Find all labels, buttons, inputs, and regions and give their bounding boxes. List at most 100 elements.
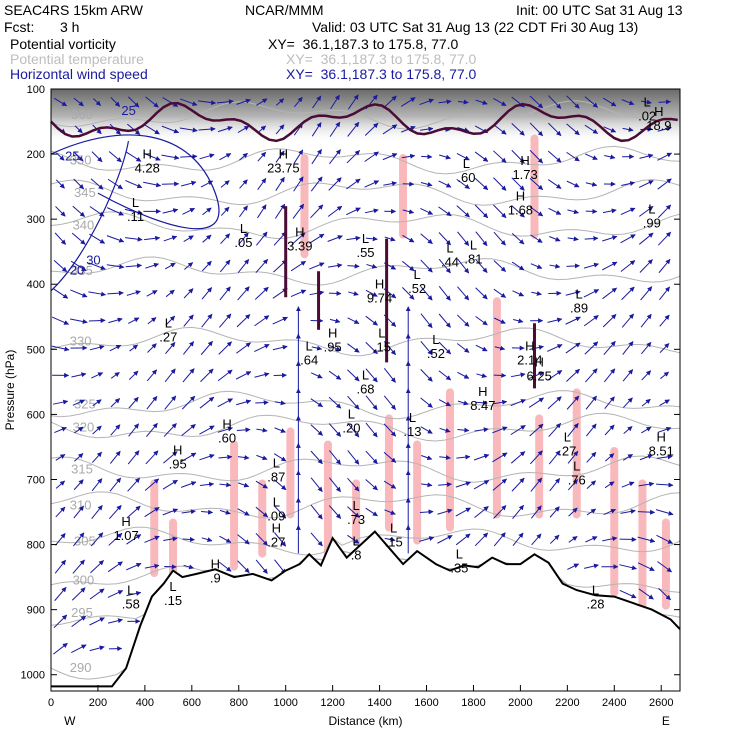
pv-shade-0 bbox=[150, 479, 159, 578]
pv-extremum-type-35: L bbox=[648, 202, 655, 217]
wind-vector-187 bbox=[217, 426, 233, 433]
wind-vector-504 bbox=[567, 209, 579, 215]
pv-extremum-value-9: .60 bbox=[218, 430, 236, 445]
pv-extremum-type-38: L bbox=[592, 582, 599, 597]
wind-vector-225 bbox=[255, 480, 268, 489]
wind-vector-354 bbox=[402, 287, 415, 300]
wind-vector-396 bbox=[437, 508, 453, 515]
wind-vector-435 bbox=[493, 177, 507, 191]
wind-vector-333 bbox=[383, 181, 397, 187]
pv-extremum-type-25: L bbox=[463, 156, 470, 171]
wind-vector-395 bbox=[438, 482, 452, 487]
pv-extremum-value-43: .15 bbox=[385, 535, 403, 550]
wind-vector-434 bbox=[493, 150, 507, 163]
theta-contour-305 bbox=[50, 526, 681, 556]
wind-vector-483 bbox=[548, 95, 562, 109]
wind-vector-292 bbox=[328, 396, 342, 409]
wind-vector-87 bbox=[125, 179, 143, 189]
wind-vector-22 bbox=[74, 125, 83, 134]
wind-vector-181 bbox=[219, 259, 231, 273]
wind-vector-45 bbox=[90, 178, 104, 190]
wind-vector-23 bbox=[74, 152, 84, 162]
wind-vector-321 bbox=[365, 289, 378, 297]
wind-vector-217 bbox=[255, 258, 269, 274]
wind-vector-417 bbox=[474, 151, 489, 162]
wind-vector-479 bbox=[529, 450, 543, 465]
wind-vector-564 bbox=[622, 369, 634, 382]
wind-vector-520 bbox=[585, 153, 598, 160]
theta-label-295: 295 bbox=[71, 605, 93, 620]
wind-vector-176 bbox=[217, 126, 233, 133]
wind-vector-186 bbox=[217, 398, 233, 408]
pv-extremum-type-22: L bbox=[414, 267, 421, 282]
wind-vector-605 bbox=[656, 454, 673, 460]
pv-extremum-type-11: L bbox=[273, 495, 280, 510]
y-tick-label-900: 900 bbox=[27, 605, 45, 617]
wind-vector-149 bbox=[183, 341, 195, 355]
wind-vector-353 bbox=[401, 260, 415, 272]
wind-vector-205 bbox=[236, 427, 251, 433]
x-tick-label-1600: 1600 bbox=[414, 697, 438, 709]
wind-vector-48 bbox=[88, 262, 106, 270]
wind-vector-68 bbox=[106, 235, 125, 243]
wind-vector-204 bbox=[236, 399, 252, 406]
wind-vector-400 bbox=[456, 152, 470, 161]
wind-vector-27 bbox=[70, 260, 87, 272]
wind-vector-325 bbox=[365, 395, 378, 411]
pv-extremum-type-13: L bbox=[306, 338, 313, 353]
wind-vector-368 bbox=[420, 207, 434, 215]
wind-vector-213 bbox=[257, 151, 267, 162]
wind-vector-40 bbox=[71, 615, 87, 628]
speed-label-0: 25 bbox=[65, 149, 79, 164]
wind-vector-172 bbox=[199, 481, 215, 487]
pv-extremum-type-24: L bbox=[470, 237, 477, 252]
x-end-label-west: W bbox=[64, 714, 76, 728]
wind-vector-557 bbox=[621, 181, 636, 187]
wind-vector-599 bbox=[659, 286, 670, 301]
fcst-label: Fcst: bbox=[4, 19, 35, 35]
wind-vector-75 bbox=[110, 424, 121, 436]
wind-vector-544 bbox=[602, 314, 617, 328]
theta-label-360: 360 bbox=[71, 107, 93, 122]
wind-vector-610 bbox=[658, 587, 671, 601]
wind-vector-143 bbox=[181, 180, 197, 187]
wind-vector-457 bbox=[513, 318, 524, 324]
wind-vector-563 bbox=[622, 341, 634, 355]
wind-vector-349 bbox=[401, 153, 416, 159]
wind-vector-415 bbox=[475, 99, 488, 105]
wind-vector-201 bbox=[236, 314, 251, 328]
wind-vector-310 bbox=[347, 450, 360, 465]
pv-contour-tropopause bbox=[50, 101, 678, 143]
wind-vector-341 bbox=[383, 395, 396, 410]
wind-vector-326 bbox=[365, 422, 378, 438]
wind-vector-600 bbox=[659, 314, 670, 327]
pv-extremum-type-37: L bbox=[644, 94, 651, 109]
wind-vector-44 bbox=[91, 151, 103, 163]
wind-vector-411 bbox=[456, 454, 471, 460]
wind-vector-559 bbox=[620, 234, 636, 244]
legend-pv-name: Potential vorticity bbox=[10, 36, 116, 52]
wind-vector-277 bbox=[310, 450, 323, 465]
wind-vector-152 bbox=[181, 424, 196, 437]
wind-vector-52 bbox=[91, 372, 104, 379]
wind-vector-34 bbox=[74, 453, 84, 462]
wind-vector-538 bbox=[604, 154, 616, 160]
plot-border bbox=[50, 88, 681, 692]
wind-vector-144 bbox=[182, 207, 196, 215]
wind-vector-76 bbox=[109, 450, 121, 464]
wind-vector-177 bbox=[219, 153, 232, 161]
wind-vector-118 bbox=[144, 478, 160, 491]
wind-vector-232 bbox=[275, 176, 285, 191]
wind-vector-58 bbox=[90, 532, 104, 547]
wind-vector-162 bbox=[202, 207, 212, 216]
wind-vector-529 bbox=[585, 395, 597, 410]
wind-vector-111 bbox=[146, 290, 158, 297]
wind-vector-179 bbox=[220, 206, 230, 216]
wind-vector-80 bbox=[107, 561, 123, 573]
wind-vector-369 bbox=[420, 233, 433, 245]
wind-vector-240 bbox=[274, 400, 286, 406]
wind-vector-316 bbox=[364, 151, 379, 162]
wind-vector-488 bbox=[549, 236, 561, 242]
pv-extremum-type-33: H bbox=[657, 429, 666, 444]
wind-vector-455 bbox=[511, 261, 525, 271]
